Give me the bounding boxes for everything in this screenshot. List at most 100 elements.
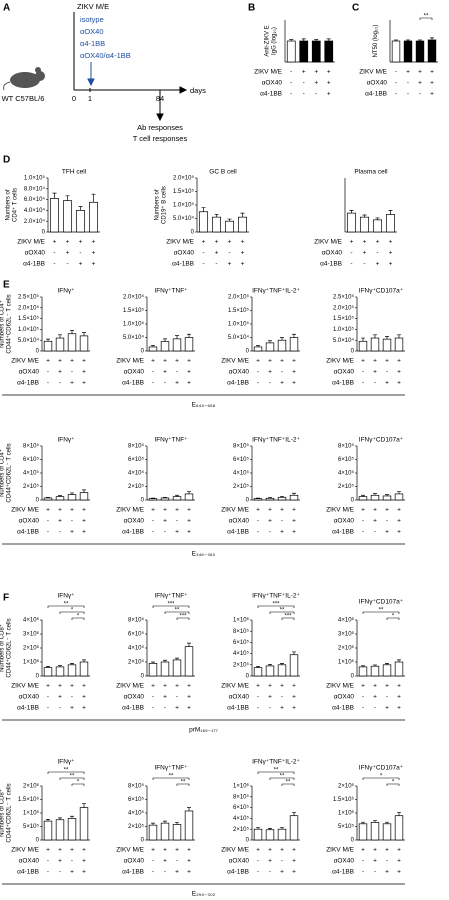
error-bar <box>385 663 389 665</box>
bar <box>289 815 299 841</box>
immunization: ZIKV M/E <box>77 2 109 11</box>
treatment-sign: - <box>281 694 283 701</box>
treatment-sign: + <box>385 705 389 712</box>
mouse-icon <box>3 67 45 91</box>
y-tick-label: 3×10⁶ <box>338 631 355 638</box>
treatment-sign: + <box>268 358 272 365</box>
treatment-sign: + <box>385 529 389 536</box>
treatment-sign: + <box>385 507 389 514</box>
treatment-sign: - <box>228 250 230 257</box>
significance-label: ** <box>379 608 384 614</box>
y-axis-label: Numbers of CD4⁺ <box>0 300 6 348</box>
treatment-sign: + <box>373 369 377 376</box>
treatment-sign: + <box>46 507 50 514</box>
error-bar <box>70 663 74 665</box>
bar <box>391 40 401 63</box>
significance-bracket <box>71 783 85 786</box>
treatment-sign: + <box>327 80 331 87</box>
treatment-sign: - <box>47 705 49 712</box>
panel-label: D <box>3 155 10 166</box>
day: 1 <box>88 94 92 103</box>
error-bar <box>256 345 260 347</box>
treatment-sign: + <box>280 869 284 876</box>
error-bar <box>289 39 294 41</box>
treatment-sign: + <box>175 705 179 712</box>
y-axis-label: CD19⁺ B cells <box>161 186 168 224</box>
y-tick-label: 8×10⁵ <box>23 443 40 450</box>
significance-label: * <box>77 780 80 786</box>
treatment-sign: - <box>176 694 178 701</box>
bar <box>67 818 77 841</box>
panel-label: A <box>3 3 10 14</box>
treatment-sign: - <box>53 261 55 268</box>
treatment-label: ZIKV M/E <box>326 683 354 690</box>
significance-label: ** <box>280 774 285 780</box>
treatment-sign: - <box>362 529 364 536</box>
chart-title: IFNγ⁺TNF⁺IL-2⁺ <box>252 593 300 600</box>
bar <box>403 40 413 63</box>
treatment-sign: + <box>58 358 62 365</box>
error-bar <box>292 333 296 338</box>
y-tick-label: 2×10⁵ <box>128 483 145 490</box>
y-tick-label: 1×10⁶ <box>23 810 40 817</box>
treatment-sign: + <box>187 358 191 365</box>
treatment-sign: + <box>327 91 331 98</box>
y-tick-label: 5.0×10⁴ <box>173 215 195 222</box>
y-tick-label: 2×10⁵ <box>338 483 355 490</box>
treatment-sign: + <box>361 358 365 365</box>
treatment-sign: + <box>376 239 380 246</box>
treatment-label: α4-1BB <box>332 869 354 876</box>
treatment-sign: - <box>281 858 283 865</box>
bar <box>62 200 73 233</box>
treatment-sign: - <box>362 369 364 376</box>
error-bar <box>151 822 155 826</box>
y-tick-label: 2.5×10⁵ <box>333 294 355 301</box>
treatment-sign: + <box>397 380 401 387</box>
treatment-sign: - <box>362 858 364 865</box>
treatment-label: α4-1BB <box>365 91 387 98</box>
treatment-label: αOX40 <box>124 369 145 376</box>
treatment-label: αOX40 <box>25 250 46 257</box>
chart-title: IFNγ⁺ <box>57 593 75 600</box>
treatment-sign: + <box>302 69 306 76</box>
y-tick-label: 1.0×10⁵ <box>24 175 46 182</box>
significance-bracket <box>152 777 190 780</box>
treatment-label: ZIKV M/E <box>326 847 354 854</box>
treatment-sign: + <box>373 507 377 514</box>
treatment-label: ZIKV M/E <box>116 683 144 690</box>
treatment-sign: + <box>280 683 284 690</box>
treatment-sign: + <box>163 358 167 365</box>
treatment-sign: - <box>290 80 292 87</box>
treatment-sign: + <box>175 380 179 387</box>
treatment-sign: - <box>290 91 292 98</box>
panel-label: C <box>352 3 359 14</box>
chart-title: Plasma cell <box>354 169 388 176</box>
timeline <box>73 12 188 122</box>
treatment-sign: + <box>268 507 272 514</box>
treatment-label: αOX40 <box>334 518 355 525</box>
treatment-sign: - <box>363 261 365 268</box>
bar <box>224 220 235 233</box>
y-tick-label: 0 <box>42 230 46 236</box>
treatment-sign: + <box>151 683 155 690</box>
significance-label: * <box>380 774 383 780</box>
bar <box>286 40 296 63</box>
treatment-sign: - <box>362 694 364 701</box>
readout: T cell responses <box>133 134 188 143</box>
treatment-sign: - <box>374 529 376 536</box>
treatment-sign: - <box>202 250 204 257</box>
treatment-label: α4-1BB <box>332 705 354 712</box>
y-tick-label: 0 <box>246 838 250 844</box>
error-bar <box>175 657 179 660</box>
treatment-sign: + <box>163 847 167 854</box>
y-tick-label: 4×10⁵ <box>233 815 250 822</box>
treatment-sign: + <box>58 507 62 514</box>
bar <box>358 340 368 352</box>
bar <box>237 216 248 233</box>
treatment-sign: + <box>46 847 50 854</box>
treatment-sign: + <box>187 380 191 387</box>
treatment-label: α4-1BB <box>332 380 354 387</box>
treatment-label: α4-1BB <box>227 529 249 536</box>
treatment-label: ZIKV M/E <box>326 358 354 365</box>
error-bar <box>373 493 377 496</box>
